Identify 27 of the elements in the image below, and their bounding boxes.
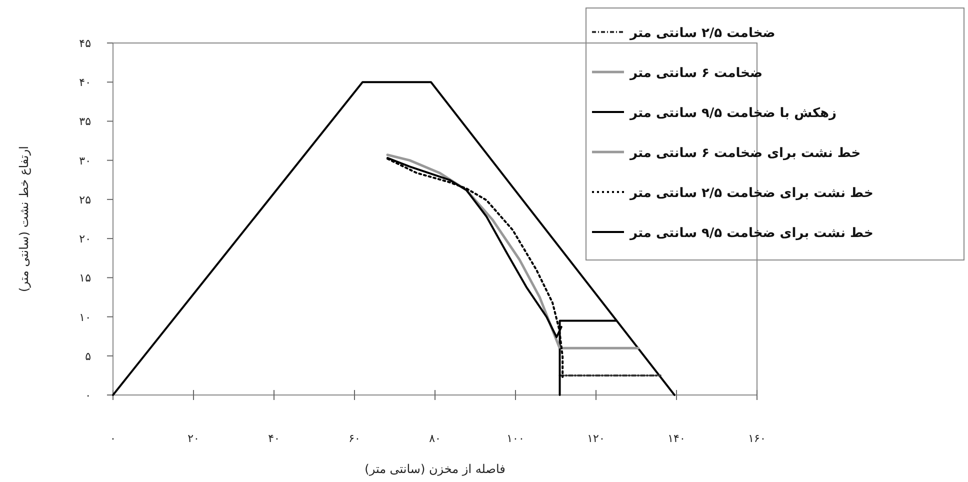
x-tick-label: ۱۲۰: [587, 432, 605, 445]
y-tick-label: ۱۰: [79, 310, 91, 324]
legend-label: خط نشت برای ضخامت ۲/۵ سانتی متر: [629, 186, 874, 201]
y-tick-label: ۲۵: [79, 193, 92, 206]
y-tick-label: ۲۰: [79, 232, 91, 246]
legend-label: ضخامت ۲/۵ سانتی متر: [629, 26, 776, 41]
legend-label: زهکش با ضخامت ۹/۵ سانتی متر: [629, 106, 837, 121]
x-axis-title: فاصله از مخزن (سانتی متر): [364, 462, 506, 476]
x-tick-label: ۶۰: [348, 432, 360, 445]
legend-label: ضخامت ۶ سانتی متر: [629, 66, 763, 81]
y-tick-label: ۵: [85, 350, 92, 363]
x-tick-label: ۸۰: [429, 432, 441, 445]
x-tick-label: ۱۰۰: [506, 432, 524, 445]
y-axis-title: ارتفاع خط نشت (سانتی متر): [17, 146, 31, 292]
x-tick-label: ۲۰: [188, 432, 200, 445]
legend-label: خط نشت برای ضخامت ۹/۵ سانتی متر: [629, 226, 874, 241]
y-tick-label: ۴۰: [79, 76, 91, 90]
x-tick-label: ۴۰: [268, 432, 280, 445]
y-tick-label: ۳۵: [79, 115, 92, 128]
y-tick-label: ۳۰: [79, 154, 91, 168]
y-tick-label: ۴۵: [79, 37, 92, 50]
y-tick-label: ۱۵: [79, 272, 92, 285]
x-tick-label: ۰: [110, 432, 116, 445]
x-tick-label: ۱۶۰: [748, 432, 766, 445]
y-tick-label: ۰: [85, 389, 91, 402]
x-tick-label: ۱۴۰: [668, 432, 686, 445]
legend-label: خط نشت برای ضخامت ۶ سانتی متر: [629, 146, 861, 161]
